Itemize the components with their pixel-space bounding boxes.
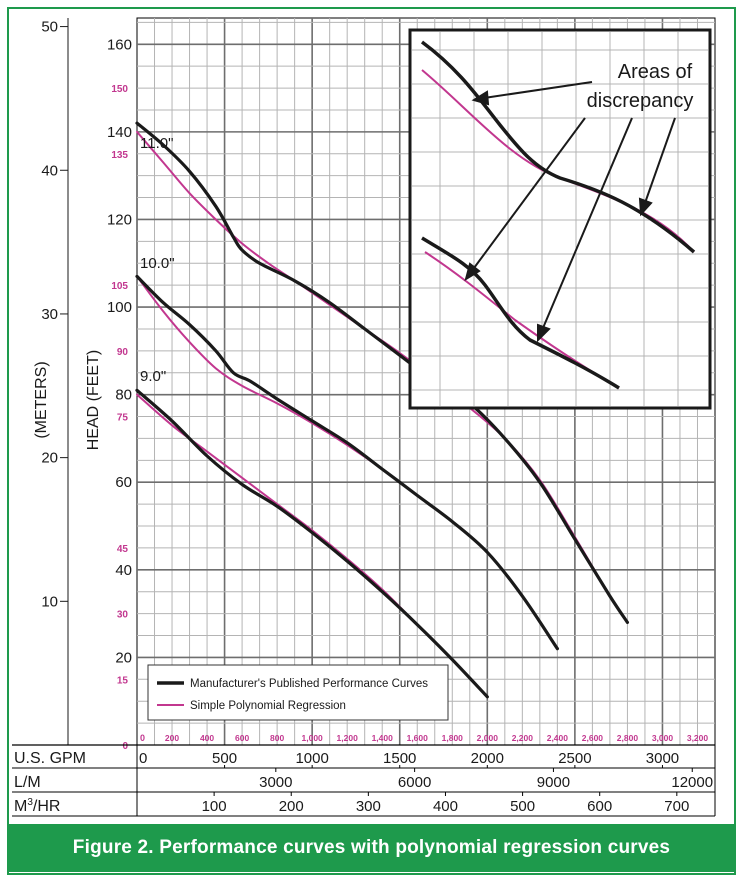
x-tick-magenta: 3,200 [687, 733, 709, 743]
x-tick-gpm: 2500 [558, 750, 591, 767]
x-tick-magenta: 1,400 [372, 733, 394, 743]
x-tick-magenta: 1,200 [337, 733, 359, 743]
y-tick-meters: 40 [41, 162, 58, 179]
x-tick-magenta: 200 [165, 733, 179, 743]
inset-manufacturer-lower [421, 236, 620, 390]
figure-caption: Figure 2. Performance curves with polyno… [72, 837, 671, 858]
inset-zoom: Areas of discrepancy [408, 28, 712, 410]
x-tick-m3hr: 700 [664, 798, 689, 815]
x-tick-gpm: 3000 [646, 750, 679, 767]
axis-labels: (METERS) HEAD (FEET) [33, 350, 102, 450]
y-tick-feet-magenta: 15 [117, 675, 129, 686]
y-tick-feet-magenta: 150 [111, 84, 128, 95]
y-tick-meters: 30 [41, 306, 58, 323]
y-axis-feet-label: HEAD (FEET) [85, 350, 102, 450]
curves [135, 121, 629, 699]
y-ticks: 20 40 60 80 100 120 140 160 0 15 30 45 75 90 105 135 150… [41, 18, 132, 752]
x-tick-magenta-zero: 0 [140, 733, 145, 743]
y-tick-feet: 160 [107, 36, 132, 53]
arrow-1 [483, 81, 593, 99]
x-tick-gpm: 1500 [383, 750, 416, 767]
y-tick-feet: 60 [115, 474, 132, 491]
y-tick-feet-magenta: 0 [122, 741, 128, 752]
legend-label-regression: Simple Polynomial Regression [190, 700, 346, 712]
arrowhead-1 [471, 90, 490, 106]
x-tick-gpm: 1000 [295, 750, 328, 767]
y-tick-feet-magenta: 105 [111, 281, 128, 292]
manufacturer-curve-90 [135, 388, 489, 699]
x-tick-m3hr: 200 [279, 798, 304, 815]
x-tick-m3hr: 500 [510, 798, 535, 815]
figure-caption-bar: Figure 2. Performance curves with polyno… [8, 824, 735, 872]
manufacturer-curve-110 [135, 121, 629, 624]
x-ticks: 200 400 600 800 1,000 1,200 1,400 1,600 1,800 2,0… [139, 733, 713, 815]
inset-manufacturer-upper [420, 40, 696, 254]
x-tick-lm: 3000 [259, 774, 292, 791]
x-tick-magenta: 3,000 [652, 733, 674, 743]
x-tick-magenta: 1,000 [302, 733, 324, 743]
arrowhead-4 [638, 197, 653, 217]
y-tick-meters: 50 [41, 19, 58, 36]
lm-row-label: L/M [14, 774, 41, 791]
y-tick-feet-magenta: 30 [117, 610, 129, 621]
m3hr-row-label: M3/HR [14, 797, 60, 815]
y-tick-feet: 20 [115, 649, 132, 666]
x-tick-magenta: 1,800 [442, 733, 464, 743]
y-tick-feet-magenta: 135 [111, 150, 128, 161]
x-tick-m3hr: 100 [202, 798, 227, 815]
y-tick-feet-magenta: 90 [117, 347, 129, 358]
x-tick-lm: 9000 [537, 774, 570, 791]
y-tick-meters: 10 [41, 593, 58, 610]
x-tick-gpm: 500 [212, 750, 237, 767]
x-tick-lm: 12000 [671, 774, 713, 791]
chart-frame [7, 7, 736, 875]
impeller-labels: 11.0" 10.0" 9.0" [140, 135, 175, 385]
x-tick-magenta: 2,800 [617, 733, 639, 743]
manufacturer-curve-100 [135, 274, 559, 651]
y-tick-feet-magenta: 45 [117, 544, 129, 555]
inset-frame [408, 28, 712, 410]
arrowhead-2 [464, 262, 481, 282]
x-tick-magenta: 2,000 [477, 733, 499, 743]
arrow-2 [473, 117, 586, 269]
x-tick-magenta: 800 [270, 733, 284, 743]
inset-annotation-line1: Areas of [618, 61, 693, 83]
gpm-row-label: U.S. GPM [14, 750, 86, 767]
arrow-3 [542, 117, 633, 329]
x-tick-magenta: 1,600 [407, 733, 429, 743]
impeller-label: 10.0" [140, 255, 175, 272]
x-tick-magenta: 2,200 [512, 733, 534, 743]
x-tick-magenta: 2,600 [582, 733, 604, 743]
x-tick-m3hr: 600 [587, 798, 612, 815]
x-tick-magenta: 2,400 [547, 733, 569, 743]
impeller-label: 9.0" [140, 368, 166, 385]
inset-grid [412, 32, 708, 406]
arrowhead-3 [537, 323, 551, 343]
x-tick-gpm: 0 [139, 750, 147, 767]
x-tick-m3hr: 400 [433, 798, 458, 815]
y-tick-feet: 40 [115, 562, 132, 579]
x-tick-magenta: 600 [235, 733, 249, 743]
y-tick-feet: 140 [107, 124, 132, 141]
y-tick-feet: 80 [115, 387, 132, 404]
arrow-4 [644, 117, 676, 204]
x-tick-gpm: 2000 [471, 750, 504, 767]
y-tick-feet: 100 [107, 299, 132, 316]
y-tick-feet: 120 [107, 211, 132, 228]
x-tick-m3hr: 300 [356, 798, 381, 815]
legend: Manufacturer's Published Performance Cur… [147, 664, 449, 721]
bottom-axis-table: U.S. GPM L/M M3/HR [12, 744, 716, 817]
y-axis-meters-label: (METERS) [33, 361, 50, 438]
impeller-label: 11.0" [140, 135, 173, 152]
y-tick-meters: 20 [41, 450, 58, 467]
inset-annotation-line2: discrepancy [587, 90, 694, 112]
inset-arrows [464, 81, 676, 343]
x-tick-magenta: 400 [200, 733, 214, 743]
x-tick-lm: 6000 [398, 774, 431, 791]
y-tick-feet-magenta: 75 [117, 413, 129, 424]
legend-label-manufacturer: Manufacturer's Published Performance Cur… [190, 678, 428, 690]
